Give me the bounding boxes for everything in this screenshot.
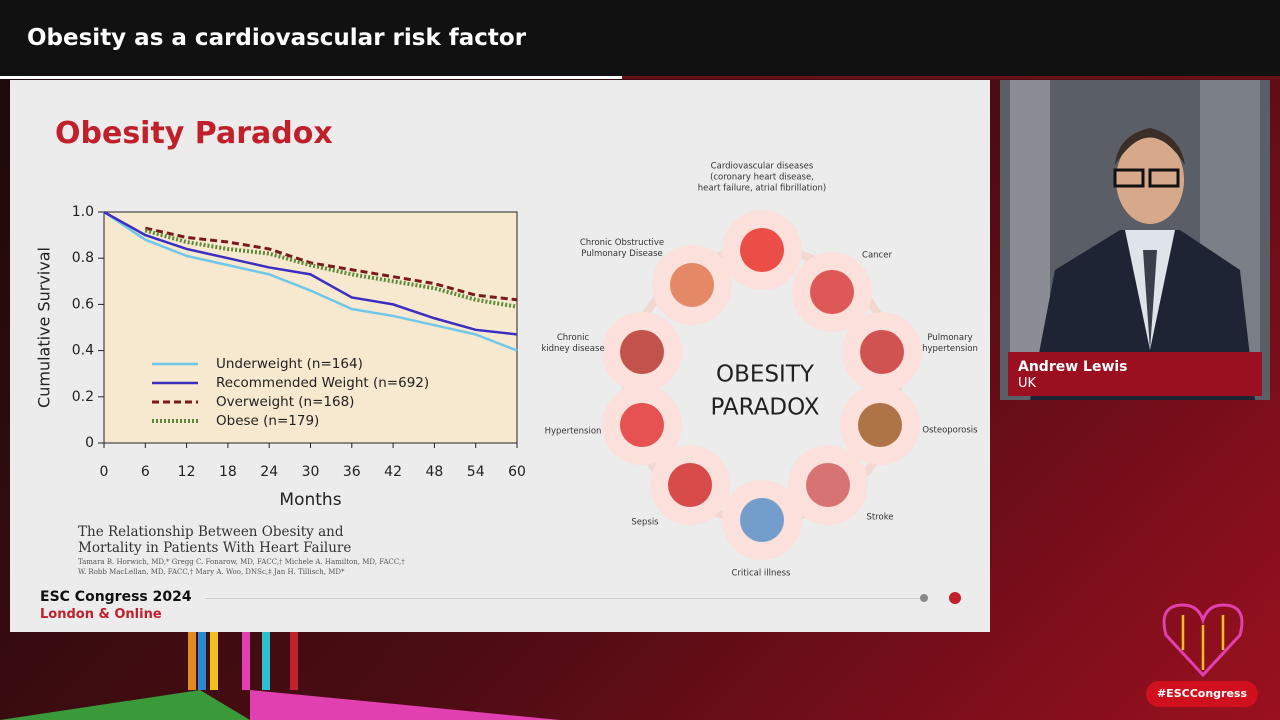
legend-label: Recommended Weight (n=692)	[216, 375, 429, 391]
y-axis-label: Cumulative Survival	[35, 247, 54, 408]
hashtag[interactable]: #ESCCongress	[1146, 681, 1258, 707]
citation-authors: Tamara B. Horwich, MD,* Gregg C. Fonarow…	[78, 557, 405, 577]
icon	[806, 463, 850, 507]
progress-rest	[622, 76, 1280, 79]
chart: 0 0.2 0.4 0.6 0.8 1.0 0 6 12 18 24 30 36 42 48 54 60 Mont…	[35, 162, 979, 579]
y-tick-label: 1.0	[72, 204, 94, 220]
condition-label: hypertension	[922, 344, 978, 354]
icon	[740, 498, 784, 542]
event: ESC Congress 2024	[40, 589, 192, 605]
icon	[858, 403, 902, 447]
legend-label: Obese (n=179)	[216, 413, 319, 429]
condition-label: Pulmonary	[927, 333, 972, 343]
y-tick-label: 0	[85, 435, 94, 451]
condition-label: kidney disease	[541, 344, 604, 354]
location: London & Online	[40, 607, 162, 622]
survival-line	[103, 210, 518, 336]
center-label: OBESITY	[716, 362, 815, 388]
footer-dot	[920, 594, 928, 602]
x-axis-label: Months	[279, 490, 341, 510]
condition-label: Chronic Obstructive	[580, 238, 664, 248]
condition-label: Cardiovascular diseases	[711, 162, 814, 172]
x-tick-label: 0	[100, 464, 109, 480]
x-tick-label: 60	[508, 464, 526, 480]
x-tick-label: 24	[260, 464, 278, 480]
x-tick-label: 42	[384, 464, 402, 480]
legend-label: Overweight (n=168)	[216, 394, 354, 410]
y-tick-label: 0.2	[72, 389, 94, 405]
speaker-country: UK	[1018, 376, 1037, 391]
condition-label: Cancer	[862, 251, 892, 261]
y-tick-label: 0.4	[72, 343, 94, 359]
condition-label: Stroke	[866, 513, 893, 523]
x-tick-label: 54	[467, 464, 485, 480]
header-title: Obesity as a cardiovascular risk factor	[27, 25, 527, 51]
nameplate	[1008, 352, 1262, 396]
citation-line: Mortality in Patients With Heart Failure	[78, 540, 352, 556]
icon	[620, 330, 664, 374]
survival-line	[103, 210, 518, 352]
condition-label: Osteoporosis	[922, 426, 978, 436]
citation-line: The Relationship Between Obesity and	[78, 524, 344, 540]
condition-label: Critical illness	[732, 569, 792, 579]
condition-label: Sepsis	[631, 518, 659, 528]
slide-title: Obesity Paradox	[55, 116, 333, 151]
author-line: Tamara B. Horwich, MD,* Gregg C. Fonarow…	[78, 558, 405, 566]
survival-line	[144, 226, 518, 302]
footer-dot	[949, 592, 961, 604]
condition-label: Chronic	[557, 333, 590, 343]
icon	[740, 228, 784, 272]
condition-label: Pulmonary Disease	[581, 249, 662, 259]
y-tick-label: 0.8	[72, 250, 94, 266]
footer-line	[205, 598, 925, 599]
author-line: W. Robb MacLellan, MD, FACC,† Mary A. Wo…	[78, 568, 345, 576]
condition-label: Hypertension	[545, 427, 602, 437]
x-tick-label: 18	[219, 464, 237, 480]
y-tick-label: 0.6	[72, 296, 94, 312]
speaker-name: Andrew Lewis	[1018, 359, 1128, 375]
icon	[670, 263, 714, 307]
survival-line	[144, 228, 518, 309]
x-tick-label: 6	[141, 464, 150, 480]
top-bar	[0, 0, 1280, 76]
x-tick-label: 48	[425, 464, 443, 480]
progress	[0, 76, 622, 79]
condition-label: heart failure, atrial fibrillation)	[698, 184, 826, 194]
legend-label: Underweight (n=164)	[216, 356, 363, 372]
center-label: PARADOX	[710, 395, 819, 421]
icon	[668, 463, 712, 507]
icon	[860, 330, 904, 374]
x-tick-label: 30	[302, 464, 320, 480]
condition-label: (coronary heart disease,	[710, 173, 814, 183]
esc-logo	[1162, 603, 1244, 678]
icon	[620, 403, 664, 447]
citation-title: The Relationship Between Obesity and Mor…	[78, 524, 351, 556]
x-tick-label: 36	[343, 464, 361, 480]
x-tick-label: 12	[178, 464, 196, 480]
decor-stripes	[0, 630, 560, 720]
icon	[810, 270, 854, 314]
